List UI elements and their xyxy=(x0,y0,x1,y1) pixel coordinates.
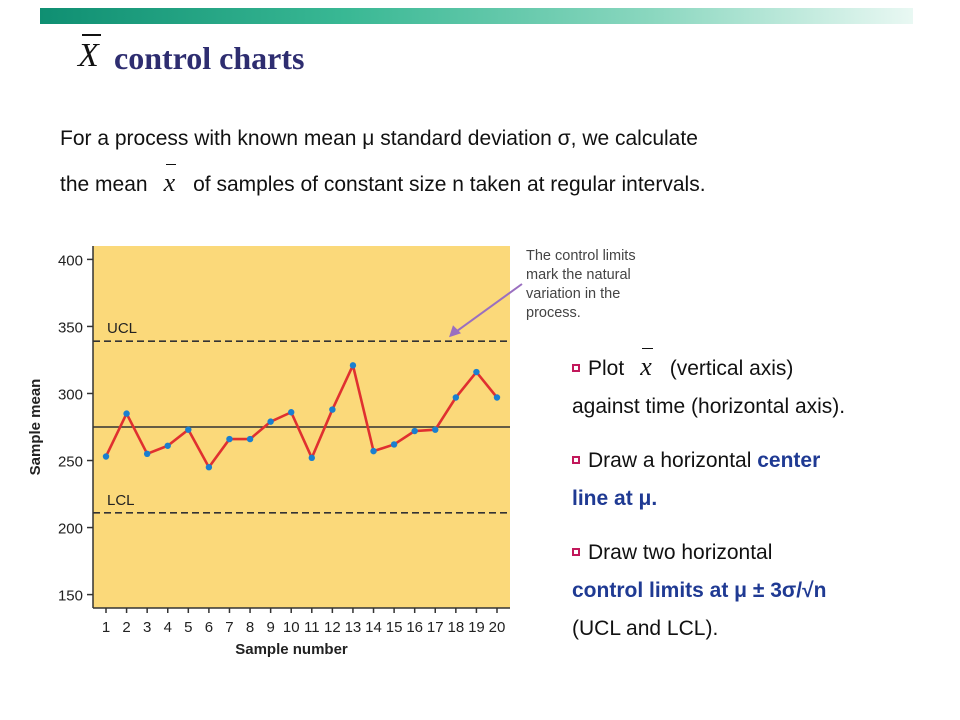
bullet-3b: control limits at μ ± 3σ/√n xyxy=(572,579,827,602)
x-tick-label: 11 xyxy=(304,619,320,636)
annotation: The control limits mark the natural variat… xyxy=(449,248,636,338)
intro-line-2b: of samples of constant size n taken at r… xyxy=(193,173,706,196)
bullet-3c: (UCL and LCL). xyxy=(572,617,719,640)
x-tick-label: 7 xyxy=(225,619,233,636)
bullet-1a: Plot xyxy=(588,357,625,380)
bullet-list: Plot x (vertical axis) against time (horiz… xyxy=(572,348,932,664)
y-axis-title: Sample mean xyxy=(27,379,44,476)
bullet-center-line: Draw a horizontal center line at μ. xyxy=(572,442,932,518)
x-tick-label: 4 xyxy=(164,619,172,636)
arrow-head-icon xyxy=(449,325,461,338)
x-tick-label: 16 xyxy=(406,619,423,636)
data-point xyxy=(267,418,274,425)
x-tick-label: 1 xyxy=(102,619,110,636)
title-text: control charts xyxy=(114,40,305,76)
xbar-symbol-bullet: x xyxy=(640,348,653,381)
data-point xyxy=(123,410,130,417)
annotation-line: mark the natural xyxy=(526,267,631,283)
lcl-label: LCL xyxy=(107,492,135,509)
data-point xyxy=(288,409,295,416)
x-tick-label: 2 xyxy=(122,619,130,636)
series-line xyxy=(102,362,501,471)
intro-line-2a: the mean xyxy=(60,173,148,196)
annotation-line: variation in the xyxy=(526,286,620,302)
x-tick-label: 3 xyxy=(143,619,151,636)
xbar-symbol: X xyxy=(78,34,101,74)
x-tick-label: 13 xyxy=(345,619,362,636)
data-point xyxy=(473,368,480,376)
bullet-1b: (vertical axis) xyxy=(669,357,794,380)
bullet-2c: line at μ. xyxy=(572,487,658,510)
data-point xyxy=(349,362,357,369)
bullet-control-limits: Draw two horizontal control limits at μ … xyxy=(572,534,932,648)
x-tick-label: 17 xyxy=(427,619,444,636)
bullet-2b: center xyxy=(757,449,821,472)
bullet-2a: Draw a horizontal xyxy=(588,449,752,472)
annotation-text: The control limits mark the natural variat… xyxy=(526,248,636,321)
title-accent-bar xyxy=(40,8,913,24)
annotation-line: process. xyxy=(526,305,581,321)
x-tick-label: 18 xyxy=(447,619,464,636)
x-tick-label: 10 xyxy=(283,619,300,636)
sample-mean-line xyxy=(104,364,499,469)
annotation-line: The control limits xyxy=(526,248,636,264)
x-axis: 1 2 3 4 5 6 7 8 9 10 11 12 13 14 15 16 17 18 19 20 xyxy=(93,607,510,636)
y-tick-label: 400 xyxy=(58,252,83,269)
square-bullet-icon xyxy=(572,548,580,556)
data-point xyxy=(185,426,192,433)
intro-line-1: For a process with known mean μ standard… xyxy=(60,127,698,150)
data-point xyxy=(246,435,254,443)
bullet-plot: Plot x (vertical axis) against time (horiz… xyxy=(572,348,932,426)
bullet-3a: Draw two horizontal xyxy=(588,541,773,564)
ucl-label: UCL xyxy=(107,320,137,337)
x-tick-label: 19 xyxy=(468,619,485,636)
data-point xyxy=(452,394,460,401)
square-bullet-icon xyxy=(572,364,580,372)
y-tick-label: 150 xyxy=(58,588,83,605)
data-point xyxy=(329,406,336,413)
data-point xyxy=(205,464,213,471)
intro-text: For a process with known mean μ standard… xyxy=(60,116,900,208)
x-tick-label: 14 xyxy=(365,619,382,636)
data-point xyxy=(432,426,439,433)
data-point xyxy=(143,450,151,458)
data-point xyxy=(164,442,171,449)
y-axis: 150 200 250 300 350 400 xyxy=(58,246,94,608)
data-point xyxy=(308,454,315,462)
y-tick-label: 250 xyxy=(58,454,83,471)
square-bullet-icon xyxy=(572,456,580,464)
data-point xyxy=(226,435,233,443)
x-tick-label: 6 xyxy=(205,619,213,636)
data-point xyxy=(493,394,501,401)
x-tick-label: 9 xyxy=(266,619,274,636)
data-point xyxy=(411,427,418,435)
x-tick-label: 15 xyxy=(386,619,403,636)
y-tick-label: 350 xyxy=(58,319,83,336)
xbar-symbol-inline: x xyxy=(163,164,176,197)
data-point xyxy=(390,441,398,448)
y-tick-label: 300 xyxy=(58,386,83,403)
limit-lines: UCL LCL xyxy=(93,320,510,514)
x-tick-label: 20 xyxy=(489,619,506,636)
y-tick-label: 200 xyxy=(58,521,83,538)
x-tick-label: 12 xyxy=(324,619,341,636)
data-point xyxy=(370,447,377,455)
annotation-arrow xyxy=(453,283,523,335)
data-point xyxy=(102,453,110,460)
intro-line-2: the mean x of samples of constant size n t… xyxy=(60,162,900,208)
x-tick-label: 8 xyxy=(246,619,254,636)
bullet-1c: against time (horizontal axis). xyxy=(572,395,846,418)
x-axis-title: Sample number xyxy=(235,641,348,658)
x-tick-label: 5 xyxy=(184,619,192,636)
